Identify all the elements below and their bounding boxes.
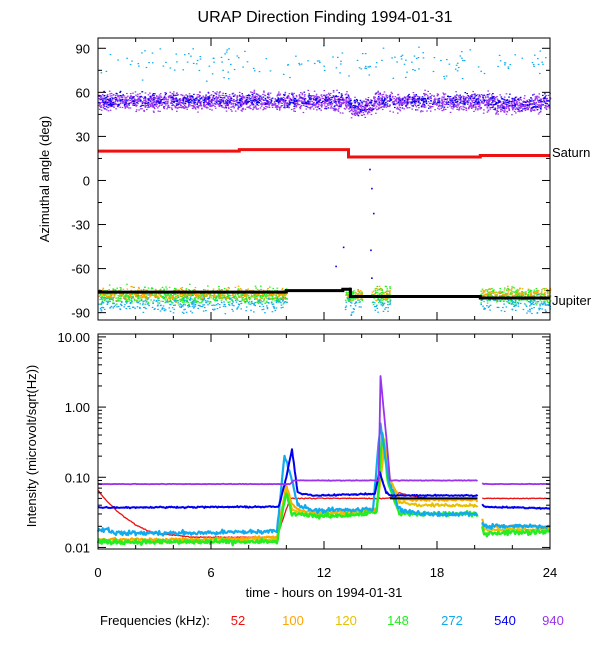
- y-tick-label: 90: [76, 41, 90, 56]
- azimuth-data: [98, 45, 552, 316]
- scatter-272-kHz-scatter: [100, 45, 547, 82]
- scatter-540-kHz-band: [98, 90, 550, 117]
- intensity-y-label: Intensity (microvolt/sqrt(Hz)): [24, 365, 39, 528]
- legend-item-940: 940: [542, 613, 564, 628]
- jupiter-annotation: Jupiter: [552, 293, 592, 308]
- x-tick-label: 0: [94, 565, 101, 580]
- jupiter-line: [98, 287, 550, 300]
- legend-item-540: 540: [494, 613, 516, 628]
- chart-title: URAP Direction Finding 1994-01-31: [198, 9, 453, 26]
- intensity-y-axis: 10.00 1.00 0.10 0.01: [57, 330, 550, 555]
- y-tick-label: 10.00: [57, 330, 90, 345]
- intensity-panel: 10.00 1.00 0.10 0.01 0 6 12 18 24 Intensity (mi…: [24, 330, 557, 580]
- legend-label: Frequencies (kHz):: [100, 613, 210, 628]
- series-272: [96, 422, 551, 537]
- outlier-points: [335, 168, 375, 280]
- azimuth-y-label: Azimuthal angle (deg): [37, 116, 52, 242]
- y-tick-label: -30: [71, 218, 90, 233]
- legend-item-52: 52: [231, 613, 245, 628]
- azimuth-y-axis: 90 60 30 0 -30 -60 -90: [71, 41, 550, 321]
- series-940: [97, 375, 551, 486]
- legend-item-148: 148: [387, 613, 409, 628]
- saturn-annotation: Saturn: [552, 145, 590, 160]
- y-tick-label: 30: [76, 129, 90, 144]
- legend-item-100: 100: [282, 613, 304, 628]
- scatter-272-Jupiter: [98, 294, 288, 315]
- y-tick-label: 0: [83, 173, 90, 188]
- y-tick-label: -90: [71, 306, 90, 321]
- y-tick-label: 0.01: [65, 540, 90, 555]
- azimuth-panel-frame: [97, 37, 551, 321]
- x-tick-label: 6: [207, 565, 214, 580]
- y-tick-label: 60: [76, 85, 90, 100]
- scatter-272-Jupiter: [480, 294, 551, 315]
- intensity-data: [96, 375, 551, 547]
- x-tick-label: 24: [543, 565, 557, 580]
- x-axis-title: time - hours on 1994-01-31: [246, 585, 403, 600]
- azimuth-x-ticks: [97, 38, 551, 320]
- y-tick-label: 0.10: [65, 470, 90, 485]
- x-tick-label: 12: [317, 565, 331, 580]
- time-x-axis: 0 6 12 18 24: [94, 334, 557, 580]
- x-tick-label: 18: [430, 565, 444, 580]
- scatter-272-Jupiter: [344, 297, 362, 316]
- saturn-line: [98, 148, 550, 159]
- azimuth-panel: 90 60 30 0 -30 -60 -90 Azimuthal angle (deg) S…: [37, 37, 592, 321]
- frequency-legend: Frequencies (kHz): 52 100 120 148 272 540 940: [100, 613, 564, 628]
- series-148: [96, 432, 551, 547]
- y-tick-label: 1.00: [65, 400, 90, 415]
- y-tick-label: -60: [71, 262, 90, 277]
- scatter-272-Jupiter: [372, 296, 392, 313]
- legend-item-272: 272: [441, 613, 463, 628]
- series-540: [97, 448, 551, 510]
- legend-item-120: 120: [335, 613, 357, 628]
